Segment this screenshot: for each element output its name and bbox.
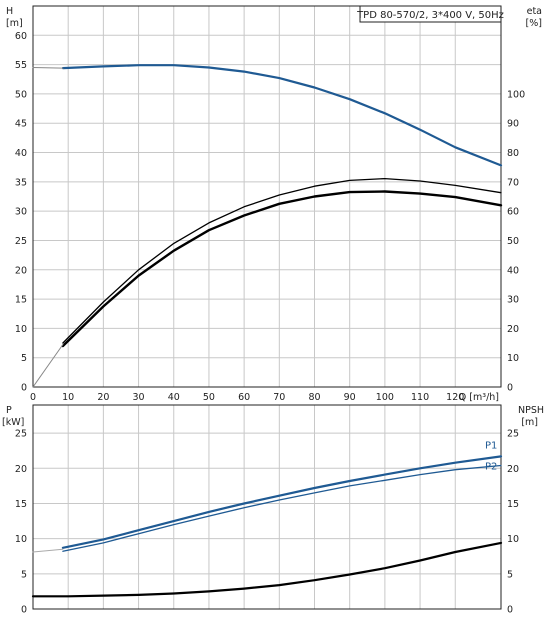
y2-tick-label: 10 — [507, 534, 519, 545]
plot-frame — [32, 404, 502, 610]
y-tick-label: 15 — [15, 499, 27, 510]
x-tick-label: 10 — [62, 392, 74, 403]
y2-tick-label: 0 — [507, 605, 513, 616]
x-tick-label: 70 — [273, 392, 285, 403]
y-tick-label: 60 — [15, 31, 27, 42]
y2-tick-label: 70 — [507, 177, 519, 188]
y2-axis-label: NPSH — [518, 405, 544, 416]
y2-tick-label: 50 — [507, 236, 519, 247]
efficiency-curve-start — [32, 344, 64, 388]
y-tick-label: 0 — [21, 605, 27, 616]
y-tick-label: 40 — [15, 148, 27, 159]
pump-model-tag: TPD 80-570/2, 3*400 V, 50Hz — [356, 5, 504, 23]
y-axis-label: P — [6, 405, 12, 416]
y2-tick-label: 20 — [507, 324, 519, 335]
head-curve — [61, 64, 503, 167]
series-label-p1: P1 — [485, 440, 497, 451]
y-tick-label: 25 — [15, 236, 27, 247]
x-tick-label: 60 — [238, 392, 250, 403]
plot-frame — [32, 5, 502, 388]
y2-tick-label: 90 — [507, 119, 519, 130]
x-tick-label: 90 — [344, 392, 356, 403]
power-curve-start — [32, 548, 64, 553]
series-label-p2: P2 — [485, 461, 497, 472]
x-tick-label: 110 — [411, 392, 429, 403]
power-curve-p2 — [62, 464, 502, 552]
y2-tick-label: 5 — [507, 569, 513, 580]
y2-tick-label: 10 — [507, 353, 519, 364]
y-tick-label: 30 — [15, 207, 27, 218]
x-tick-label: 30 — [133, 392, 145, 403]
y2-axis-unit: [%] — [526, 18, 542, 29]
y-axis-unit: [kW] — [2, 417, 24, 428]
y2-tick-label: 100 — [507, 89, 525, 100]
y-tick-label: 20 — [15, 265, 27, 276]
y2-axis-unit: [m] — [521, 417, 538, 428]
y2-tick-label: 20 — [507, 464, 519, 475]
y-tick-label: 55 — [15, 60, 27, 71]
y2-tick-label: 15 — [507, 499, 519, 510]
y2-tick-label: 40 — [507, 265, 519, 276]
head-efficiency-panel: 0 5 10 15 20 25 30 35 40 45 50 55 60 0 10 20 30 40 50 60 70 8… — [6, 5, 542, 403]
power-npsh-panel: 0 5 10 15 20 25 0 5 10 15 20 25 P[kW] NPSH[m] P1 P2 — [2, 404, 544, 616]
y-axis-unit: [m] — [6, 18, 23, 29]
y-tick-label: 5 — [21, 353, 27, 364]
y2-tick-label: 25 — [507, 429, 519, 440]
y-tick-label: 15 — [15, 295, 27, 306]
head-curve-start — [32, 67, 64, 69]
x-tick-label: 0 — [30, 392, 36, 403]
y-tick-label: 20 — [15, 464, 27, 475]
pump-model-tag-box — [359, 5, 502, 23]
power-curve-p1 — [61, 455, 503, 549]
y2-tick-label: 30 — [507, 295, 519, 306]
efficiency-curve-thick — [61, 190, 503, 348]
y2-axis-label: eta — [527, 6, 542, 17]
npsh-curve — [31, 541, 503, 598]
y-axis-label: H — [6, 6, 13, 17]
y2-tick-label: 80 — [507, 148, 519, 159]
x-tick-label: 40 — [168, 392, 180, 403]
y-tick-label: 45 — [15, 119, 27, 130]
efficiency-curve-thin — [62, 177, 502, 344]
y2-tick-label: 0 — [507, 383, 513, 394]
y-tick-label: 50 — [15, 89, 27, 100]
x-tick-label: 120 — [446, 392, 464, 403]
x-tick-label: 80 — [308, 392, 320, 403]
y-tick-label: 35 — [15, 177, 27, 188]
x-tick-label: 20 — [97, 392, 109, 403]
y-tick-label: 10 — [15, 534, 27, 545]
x-tick-label: 100 — [376, 392, 394, 403]
x-tick-label: 50 — [203, 392, 215, 403]
y-tick-label: 0 — [21, 383, 27, 394]
y2-tick-label: 60 — [507, 207, 519, 218]
y-tick-label: 25 — [15, 429, 27, 440]
pump-model-tag-text: TPD 80-570/2, 3*400 V, 50Hz — [356, 10, 504, 21]
x-axis-label: Q [m³/h] — [459, 392, 499, 403]
y-tick-label: 10 — [15, 324, 27, 335]
y-tick-label: 5 — [21, 569, 27, 580]
